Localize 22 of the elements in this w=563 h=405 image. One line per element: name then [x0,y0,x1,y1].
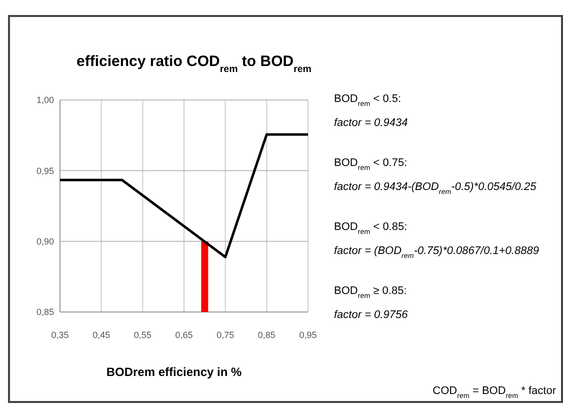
x-tick-label: 0,85 [258,330,276,340]
x-tick-label: 0,45 [92,330,110,340]
x-axis-title: BODrem efficiency in % [106,365,242,379]
text: BOD$_{rem}$ < 0.75: [334,157,408,172]
text: BOD$_{rem}$ < 0.85: [334,221,408,236]
text: factor = 0.9434-(BOD$_{rem}$-0.5)*0.0545/0.25 [334,181,538,196]
x-tick-label: 0,95 [299,330,317,340]
x-tick-label: 0,55 [134,330,152,340]
chart-title: efficiency ratio COD$_{rem}$ to BOD$_{rem}$ [76,53,312,74]
y-tick-label: 1,00 [36,95,54,106]
text: BOD$_{rem}$ < 0.5: [334,93,402,108]
text: factor = 0.9756 [334,309,409,321]
text: BOD$_{rem}$ ≥ 0.85: [334,285,407,300]
x-tick-label: 0,75 [216,330,234,340]
text: COD$_{rem}$ = BOD$_{rem}$ * factor [432,385,556,400]
y-tick-label: 0,95 [36,166,54,176]
text: factor = 0.9434 [334,117,408,129]
text: factor = (BOD$_{rem}$-0.75)*0.0867/0.1+0.8889 [334,245,539,260]
y-tick-label: 0,85 [36,307,54,318]
y-tick-label: 0,90 [36,236,54,246]
x-tick-label: 0,65 [175,330,193,340]
x-tick-label: 0,35 [51,330,69,340]
